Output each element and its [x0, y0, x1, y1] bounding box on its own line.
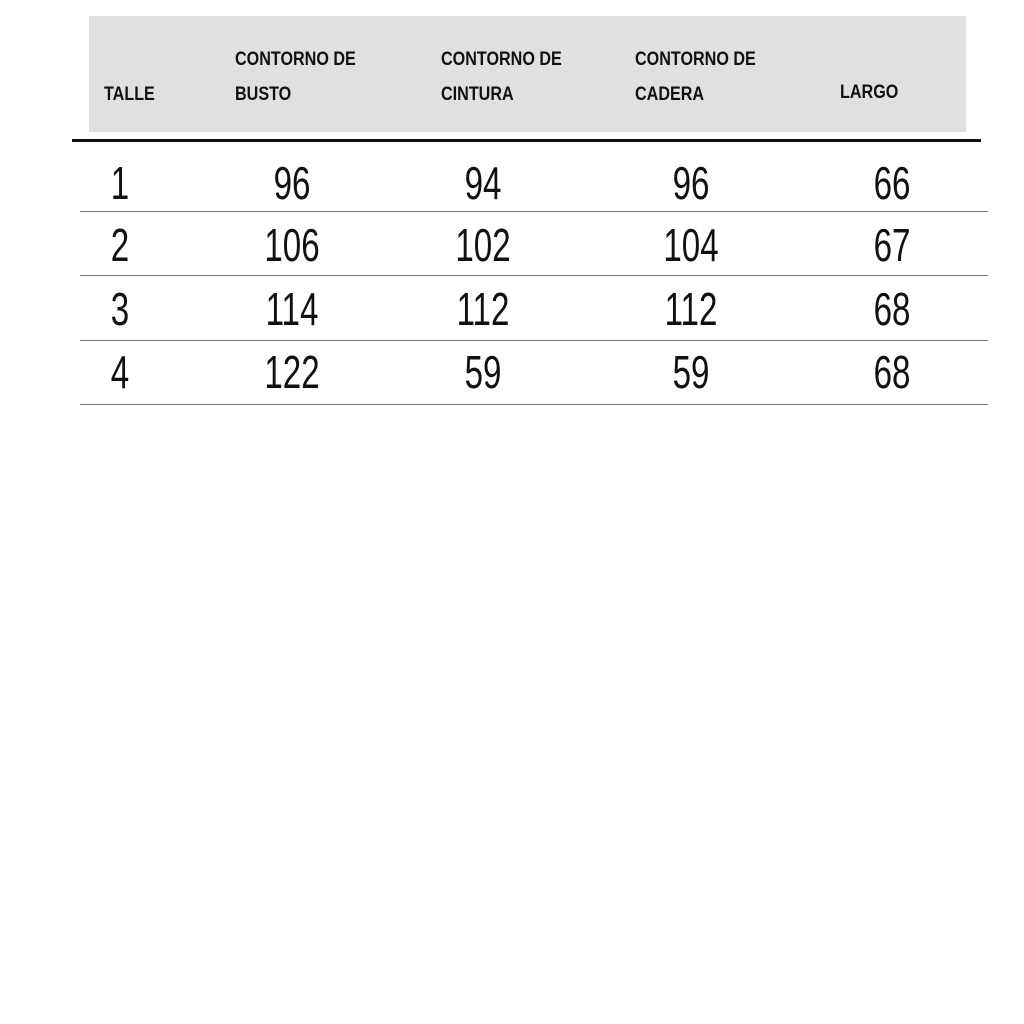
- header-background: [89, 16, 966, 132]
- table-cell: 59: [672, 346, 710, 398]
- table-cell: 3: [110, 283, 130, 335]
- table-cell: 2: [110, 219, 130, 271]
- row-rule: [80, 340, 988, 341]
- row-rule: [80, 404, 988, 405]
- column-header: TALLE: [104, 84, 155, 105]
- table-cell: 106: [264, 219, 320, 271]
- table-cell: 68: [873, 283, 911, 335]
- column-header: CONTORNO DE CINTURA: [441, 49, 562, 105]
- table-cell: 104: [663, 219, 719, 271]
- table-cell: 96: [273, 157, 311, 209]
- table-cell: 112: [664, 283, 718, 335]
- table-cell: 112: [456, 283, 510, 335]
- column-header: CONTORNO DE BUSTO: [235, 49, 356, 105]
- table-cell: 122: [264, 346, 320, 398]
- table-cell: 4: [110, 346, 130, 398]
- header-rule: [72, 139, 981, 142]
- column-header: CONTORNO DE CADERA: [635, 49, 756, 105]
- table-cell: 114: [265, 283, 319, 335]
- table-cell: 96: [672, 157, 710, 209]
- column-header: LARGO: [840, 82, 899, 103]
- table-cell: 102: [455, 219, 511, 271]
- table-cell: 68: [873, 346, 911, 398]
- row-rule: [80, 211, 988, 212]
- table-cell: 1: [110, 157, 130, 209]
- table-cell: 67: [873, 219, 911, 271]
- row-rule: [80, 275, 988, 276]
- table-cell: 66: [873, 157, 911, 209]
- table-cell: 94: [464, 157, 502, 209]
- table-cell: 59: [464, 346, 502, 398]
